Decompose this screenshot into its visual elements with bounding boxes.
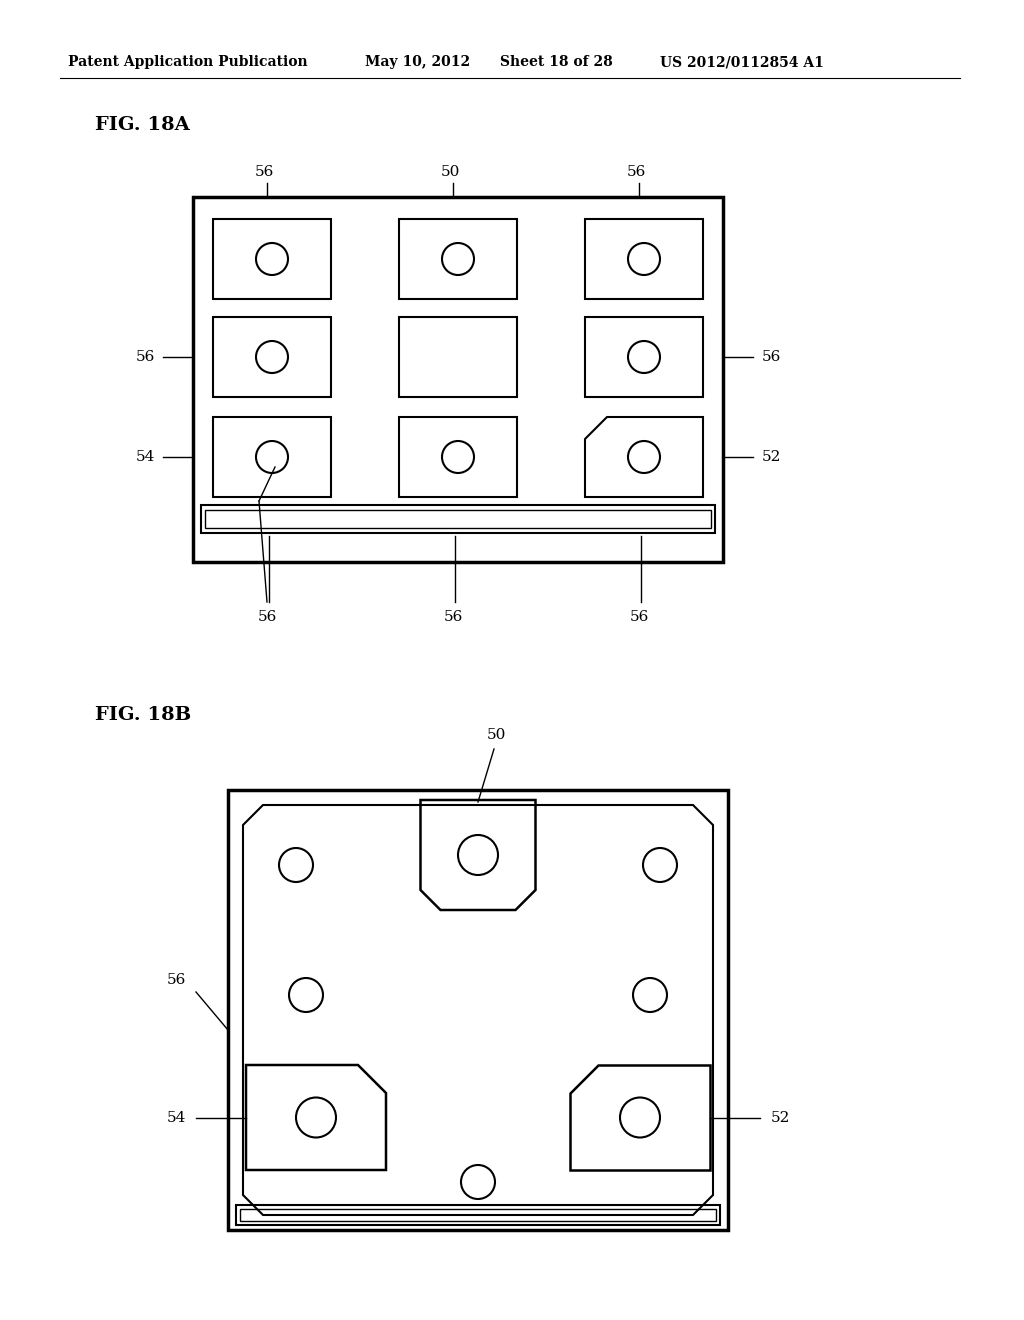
- Polygon shape: [421, 800, 536, 909]
- Text: May 10, 2012: May 10, 2012: [365, 55, 470, 69]
- Text: Sheet 18 of 28: Sheet 18 of 28: [500, 55, 612, 69]
- Text: 54: 54: [135, 450, 155, 465]
- Bar: [213, 317, 331, 397]
- Bar: [205, 510, 711, 528]
- Text: 54: 54: [166, 1110, 185, 1125]
- Text: FIG. 18A: FIG. 18A: [95, 116, 189, 135]
- Bar: [201, 506, 715, 533]
- Text: 52: 52: [770, 1110, 790, 1125]
- Text: 56: 56: [761, 350, 780, 364]
- Bar: [399, 317, 517, 397]
- Text: 50: 50: [486, 729, 506, 742]
- Bar: [228, 789, 728, 1230]
- Text: 56: 56: [443, 610, 463, 624]
- Polygon shape: [570, 1065, 710, 1170]
- Polygon shape: [585, 417, 703, 498]
- Text: 50: 50: [440, 165, 460, 180]
- Bar: [240, 1209, 716, 1221]
- Text: 56: 56: [627, 165, 646, 180]
- Text: 52: 52: [761, 450, 780, 465]
- Bar: [399, 417, 517, 498]
- Polygon shape: [246, 1065, 386, 1170]
- Bar: [585, 219, 703, 300]
- Bar: [193, 197, 723, 562]
- Text: 56: 56: [254, 165, 273, 180]
- Text: FIG. 18B: FIG. 18B: [95, 706, 191, 723]
- Text: 56: 56: [135, 350, 155, 364]
- Text: 56: 56: [166, 973, 185, 987]
- Bar: [585, 317, 703, 397]
- Text: 56: 56: [630, 610, 648, 624]
- Bar: [213, 417, 331, 498]
- Bar: [236, 1205, 720, 1225]
- Text: Patent Application Publication: Patent Application Publication: [68, 55, 307, 69]
- Text: US 2012/0112854 A1: US 2012/0112854 A1: [660, 55, 824, 69]
- Bar: [213, 219, 331, 300]
- Bar: [399, 219, 517, 300]
- Text: 56: 56: [257, 610, 276, 624]
